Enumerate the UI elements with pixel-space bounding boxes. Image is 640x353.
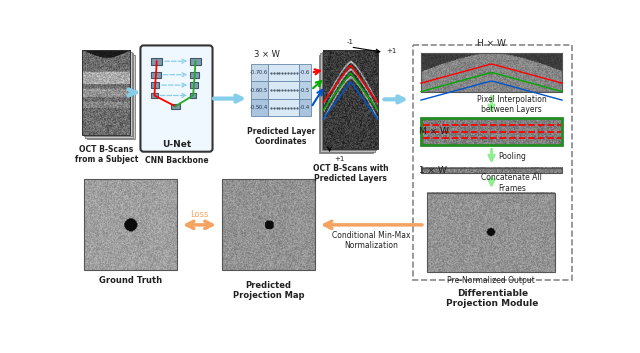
Bar <box>250 99 268 116</box>
Bar <box>190 58 201 65</box>
Bar <box>84 179 177 270</box>
Bar <box>250 64 268 82</box>
Text: Conditional Min-Max
Normalization: Conditional Min-Max Normalization <box>332 231 410 250</box>
Text: -1: -1 <box>347 40 354 46</box>
Text: 1 × W: 1 × W <box>419 166 447 175</box>
Bar <box>298 64 311 82</box>
Bar <box>151 72 161 78</box>
Text: Predicted Layer
Coordinates: Predicted Layer Coordinates <box>246 127 315 146</box>
Text: CNN Backbone: CNN Backbone <box>145 156 208 165</box>
Text: Concatenate All
Frames: Concatenate All Frames <box>481 173 542 193</box>
Bar <box>268 64 298 82</box>
Text: -0.4: -0.4 <box>258 105 268 110</box>
Text: Pixel Interpolation
between Layers: Pixel Interpolation between Layers <box>477 95 547 114</box>
FancyBboxPatch shape <box>140 46 212 152</box>
Bar <box>421 53 562 92</box>
Text: -0.6: -0.6 <box>250 88 260 92</box>
Bar <box>413 45 572 280</box>
Text: -0.6: -0.6 <box>258 70 268 75</box>
Text: -0.5: -0.5 <box>300 88 310 92</box>
Bar <box>85 53 134 138</box>
Bar <box>151 93 157 98</box>
Text: Differentiable
Projection Module: Differentiable Projection Module <box>447 289 539 308</box>
Bar <box>421 168 562 173</box>
Bar <box>87 55 135 139</box>
Bar <box>322 52 376 150</box>
Bar <box>84 52 132 136</box>
Bar <box>319 55 373 153</box>
Text: -0.6: -0.6 <box>300 70 310 75</box>
Text: H × W: H × W <box>477 39 506 48</box>
Bar <box>222 179 315 270</box>
Text: +1: +1 <box>386 48 397 54</box>
Bar <box>428 192 555 272</box>
Bar <box>298 99 311 116</box>
Bar <box>250 82 268 99</box>
Bar <box>83 50 131 135</box>
Bar <box>190 93 196 98</box>
Text: M × W: M × W <box>419 127 449 136</box>
Text: -0.5: -0.5 <box>258 88 268 92</box>
Text: -0.5: -0.5 <box>250 105 260 110</box>
Bar <box>171 104 180 109</box>
Text: OCT B-Scans with
Predicted Layers: OCT B-Scans with Predicted Layers <box>313 164 388 184</box>
Text: Predicted
Projection Map: Predicted Projection Map <box>232 281 304 300</box>
Bar <box>320 53 374 152</box>
Bar <box>268 99 298 116</box>
Text: Loss: Loss <box>190 210 209 219</box>
Bar <box>190 82 198 88</box>
Bar <box>268 82 298 99</box>
Text: OCT B-Scans
from a Subject: OCT B-Scans from a Subject <box>75 145 138 164</box>
Bar <box>323 50 378 149</box>
Text: +1: +1 <box>334 156 344 162</box>
Text: Ground Truth: Ground Truth <box>99 276 162 286</box>
Text: Pre-Normalized Output: Pre-Normalized Output <box>447 276 535 286</box>
Text: Pooling: Pooling <box>498 152 525 161</box>
Bar <box>151 58 162 65</box>
Text: 3 × W: 3 × W <box>254 49 280 59</box>
Text: -0.7: -0.7 <box>250 70 260 75</box>
Bar <box>421 118 562 145</box>
Bar <box>151 82 159 88</box>
Bar <box>190 72 199 78</box>
Text: U-Net: U-Net <box>162 140 191 149</box>
Text: -0.4: -0.4 <box>300 105 310 110</box>
Bar <box>298 82 311 99</box>
